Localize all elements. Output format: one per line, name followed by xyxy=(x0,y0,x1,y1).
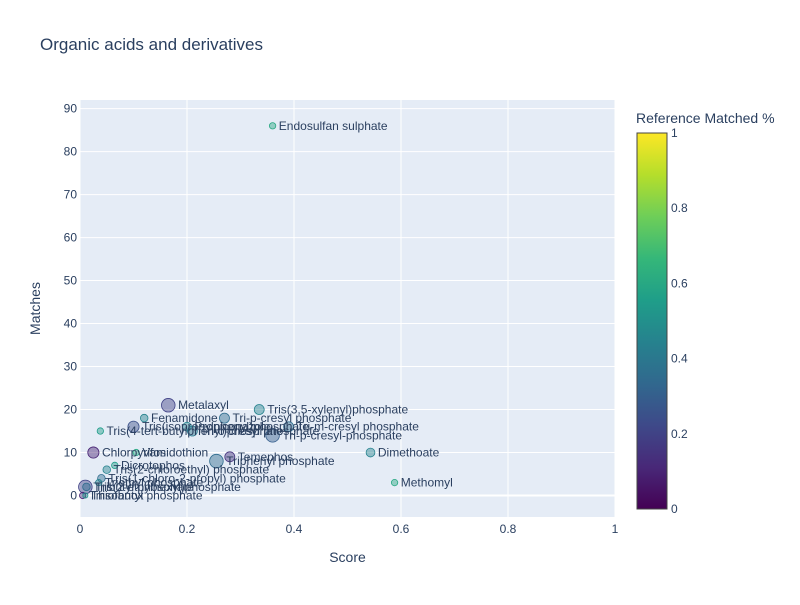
point-label: Fenamidone xyxy=(151,411,218,425)
point-label: Vamidothion xyxy=(142,446,208,460)
point-label: Tri-m-cresyl phosphate xyxy=(297,420,420,434)
point-label: Dicrotophos xyxy=(121,458,185,472)
point-label: Tributyl phosphate xyxy=(95,480,194,494)
y-tick-label: 60 xyxy=(64,231,78,245)
plot-area xyxy=(80,100,615,517)
point-label: Dimethoate xyxy=(378,446,440,460)
y-tick-label: 70 xyxy=(64,188,78,202)
chart-title: Organic acids and derivatives xyxy=(40,35,263,54)
point-label: Tri-o-cresyl phosphate xyxy=(200,424,319,438)
colorbar-title: Reference Matched % xyxy=(636,110,775,126)
point-label: Chlorpyrifos xyxy=(102,446,166,460)
data-point xyxy=(82,492,89,499)
data-point xyxy=(219,412,230,424)
data-point xyxy=(97,474,106,483)
point-label: Tri-p-cresyl-phosphate xyxy=(282,428,402,442)
point-label: Metalaxyl xyxy=(178,398,229,412)
y-axis-title: Matches xyxy=(27,282,43,335)
y-tick-label: 80 xyxy=(64,145,78,159)
point-label: Tri-p-cresyl phosphate xyxy=(232,411,351,425)
x-tick-label: 0 xyxy=(77,522,84,536)
x-tick-label: 0.8 xyxy=(500,522,517,536)
point-label: Tris(2-ethylhexyl)phosphate xyxy=(93,480,241,494)
data-point xyxy=(87,446,100,459)
x-tick-label: 0.4 xyxy=(286,522,303,536)
point-label: Propiconazole xyxy=(194,420,270,434)
point-label: Triisobutyl phosphate xyxy=(89,489,203,503)
data-point xyxy=(390,479,399,487)
grid-lines xyxy=(79,100,616,517)
data-point xyxy=(283,421,295,433)
colorbar-ticks: 0 0.2 0.4 0.6 0.8 1 xyxy=(671,126,688,516)
y-tick-label: 0 xyxy=(70,489,77,503)
point-label: Tris(1-chloro-2-propyl) phosphate xyxy=(108,471,286,485)
data-point xyxy=(111,461,119,470)
data-point xyxy=(209,453,224,469)
x-tick-label: 0.2 xyxy=(179,522,196,536)
data-point xyxy=(139,413,149,423)
point-label: Temephos xyxy=(238,450,293,464)
data-point xyxy=(224,451,236,463)
y-tick-label: 10 xyxy=(64,446,78,460)
colorbar-tick-label: 0 xyxy=(671,502,678,516)
data-point xyxy=(102,465,111,474)
y-tick-label: 20 xyxy=(64,403,78,417)
point-label: Thiofanox xyxy=(91,489,144,503)
data-point xyxy=(96,427,104,435)
point-label: Tris(3,5-xylenyl)phosphate xyxy=(267,403,408,417)
y-tick-label: 30 xyxy=(64,360,78,374)
data-point xyxy=(186,425,198,437)
data-point xyxy=(161,398,176,413)
data-point xyxy=(265,428,280,443)
colorbar-tick-label: 1 xyxy=(671,126,678,140)
point-label: Triphenyl phosphate xyxy=(226,454,335,468)
x-tick-label: 0.6 xyxy=(393,522,410,536)
data-point xyxy=(95,479,103,487)
colorbar-tick-label: 0.6 xyxy=(671,276,688,290)
data-point xyxy=(253,404,265,415)
data-points xyxy=(78,122,399,500)
x-tick-label: 1 xyxy=(612,522,619,536)
x-axis-title: Score xyxy=(329,549,366,565)
colorbar-tick-label: 0.8 xyxy=(671,201,688,215)
point-label: Tris(4-tert-butylphenyl)phosphate xyxy=(107,424,284,438)
y-tick-label: 90 xyxy=(64,102,78,116)
point-label: Triethyl phosphate xyxy=(105,476,204,490)
data-point xyxy=(127,420,140,433)
colorbar-tick-label: 0.4 xyxy=(671,352,688,366)
data-point xyxy=(132,448,140,457)
y-tick-label: 50 xyxy=(64,274,78,288)
colorbar-tick-label: 0.2 xyxy=(671,427,688,441)
y-tick-label: 40 xyxy=(64,317,78,331)
colorbar xyxy=(636,132,668,510)
point-label: Tris(isopropylphenyl)phosphate xyxy=(142,420,309,434)
point-label: Endosulfan sulphate xyxy=(279,119,388,133)
data-point xyxy=(268,122,277,130)
point-label: Tris(2-chloroethyl) phosphate xyxy=(114,463,270,477)
data-point xyxy=(82,482,91,492)
data-point xyxy=(365,447,376,458)
point-label: Methomyl xyxy=(401,476,453,490)
